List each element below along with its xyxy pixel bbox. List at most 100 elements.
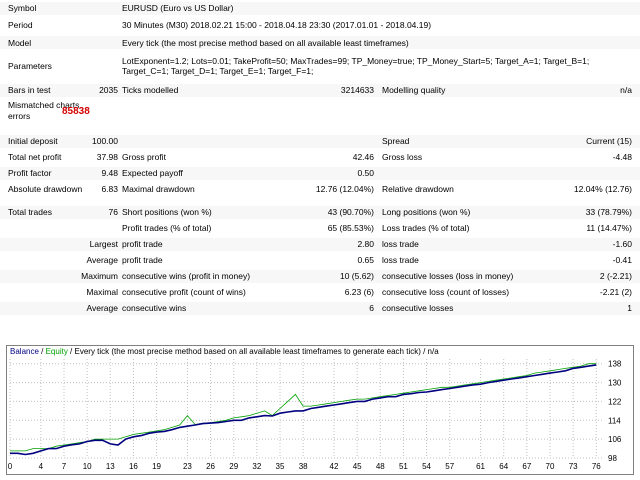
y-tick-label: 114 xyxy=(608,416,621,425)
expected-payoff-value: 0.50 xyxy=(357,168,374,178)
legend-equity: Equity xyxy=(46,347,68,356)
max-cons-losses-label: consecutive losses (loss in money) xyxy=(382,271,514,281)
long-positions-label: Long positions (won %) xyxy=(382,207,471,217)
abs-drawdown-label: Absolute drawdown xyxy=(8,184,83,194)
row-band xyxy=(0,84,640,97)
x-tick-label: 51 xyxy=(399,462,408,471)
period-label: Period xyxy=(8,20,33,30)
max-drawdown-label: Maximal drawdown xyxy=(122,184,195,194)
x-tick-label: 73 xyxy=(569,462,578,471)
y-tick-label: 130 xyxy=(608,379,622,388)
gross-loss-label: Gross loss xyxy=(382,152,423,162)
avg-profit-value: 0.65 xyxy=(357,255,374,265)
net-profit-value: 37.98 xyxy=(96,152,118,162)
average-label: Average xyxy=(86,255,118,265)
bars-value: 2035 xyxy=(99,85,118,95)
chart-ticks: 0 4 7 10 13 16 19 23 26 29 32 35 38 42 45 48 51 54 57 61 64 6… xyxy=(8,360,622,471)
avg-cons-wins-value: 6 xyxy=(369,303,374,313)
rel-drawdown-value: 12.04% (12.76) xyxy=(573,184,632,194)
bars-label: Bars in test xyxy=(8,85,51,95)
maximal-label: Maximal xyxy=(86,287,118,297)
ticks-label: Ticks modelled xyxy=(122,85,179,95)
row-band xyxy=(0,167,640,180)
y-tick-label: 122 xyxy=(608,397,622,406)
x-tick-label: 26 xyxy=(206,462,215,471)
avg-cons-losses-value: 1 xyxy=(627,303,632,313)
x-tick-label: 67 xyxy=(522,462,531,471)
x-tick-label: 23 xyxy=(183,462,192,471)
max-cons-wins-value: 10 (5.62) xyxy=(339,271,374,281)
x-tick-label: 76 xyxy=(592,462,601,471)
x-tick-label: 0 xyxy=(8,462,13,471)
maximal-cons-loss-label: consecutive loss (count of losses) xyxy=(382,287,510,297)
balance-series-line xyxy=(10,364,597,456)
abs-drawdown-value: 6.83 xyxy=(101,184,118,194)
loss-trades-value: 11 (14.47%) xyxy=(586,223,632,233)
parameters-label: Parameters xyxy=(8,61,52,71)
model-value: Every tick (the most precise method base… xyxy=(122,38,409,48)
parameters-line-1: LotExponent=1.2; Lots=0.01; TakeProfit=5… xyxy=(122,56,590,66)
maximum-label: Maximum xyxy=(81,271,118,281)
largest-label: Largest xyxy=(89,239,118,249)
avg-cons-losses-label: consecutive losses xyxy=(382,303,454,313)
largest-loss-label: loss trade xyxy=(382,239,419,249)
spread-value: Current (15) xyxy=(586,136,632,146)
x-tick-label: 45 xyxy=(353,462,362,471)
period-value: 30 Minutes (M30) 2018.02.21 15:00 - 2018… xyxy=(122,20,432,30)
legend-rest: / Every tick (the most precise method ba… xyxy=(68,347,439,356)
y-tick-label: 98 xyxy=(608,454,617,463)
profit-factor-label: Profit factor xyxy=(8,168,52,178)
quality-value: n/a xyxy=(620,85,632,95)
rel-drawdown-label: Relative drawdown xyxy=(382,184,454,194)
largest-loss-value: -1.60 xyxy=(612,239,632,249)
balance-equity-chart: 0 4 7 10 13 16 19 23 26 29 32 35 38 42 45 48 51 54 57 61 64 6… xyxy=(6,345,634,475)
total-trades-label: Total trades xyxy=(8,207,52,217)
row-band xyxy=(0,135,640,148)
row-band xyxy=(0,36,640,49)
x-tick-label: 7 xyxy=(62,462,67,471)
x-tick-label: 13 xyxy=(106,462,115,471)
mismatch-label: Mismatched charts xyxy=(8,100,80,110)
x-tick-label: 4 xyxy=(39,462,44,471)
chart-legend: Balance / Equity / Every tick (the most … xyxy=(10,347,439,356)
row-band xyxy=(0,270,640,283)
largest-profit-value: 2.80 xyxy=(357,239,374,249)
mismatch-value: 85838 xyxy=(62,106,90,117)
x-tick-label: 10 xyxy=(83,462,92,471)
parameters-line-2: Target_C=1; Target_D=1; Target_E=1; Targ… xyxy=(122,66,314,76)
row-band xyxy=(0,302,640,315)
profit-trades-label: Profit trades (% of total) xyxy=(122,223,212,233)
max-cons-losses-value: 2 (-2.21) xyxy=(599,271,632,281)
model-label: Model xyxy=(8,38,32,48)
symbol-label: Symbol xyxy=(8,3,37,13)
gross-profit-value: 42.46 xyxy=(352,152,374,162)
row-band xyxy=(0,238,640,251)
loss-trades-label: Loss trades (% of total) xyxy=(382,223,470,233)
x-tick-label: 54 xyxy=(422,462,431,471)
y-tick-label: 138 xyxy=(608,360,622,369)
x-tick-label: 42 xyxy=(330,462,339,471)
avg-loss-label: loss trade xyxy=(382,255,419,265)
total-trades-value: 76 xyxy=(108,207,118,217)
quality-label: Modelling quality xyxy=(382,85,446,95)
x-tick-label: 29 xyxy=(229,462,238,471)
max-cons-wins-label: consecutive wins (profit in money) xyxy=(122,271,251,281)
mismatch-label-2: errors xyxy=(8,111,31,121)
x-tick-label: 61 xyxy=(476,462,485,471)
x-tick-label: 16 xyxy=(129,462,138,471)
avg-cons-wins-label: consecutive wins xyxy=(122,303,187,313)
profit-factor-value: 9.48 xyxy=(101,168,118,178)
largest-profit-label: profit trade xyxy=(122,239,163,249)
ticks-value: 3214633 xyxy=(340,85,374,95)
average-2-label: Average xyxy=(86,303,118,313)
maximal-cons-loss-value: -2.21 (2) xyxy=(599,287,632,297)
x-tick-label: 70 xyxy=(546,462,555,471)
y-tick-label: 106 xyxy=(608,435,622,444)
initial-deposit-value: 100.00 xyxy=(92,136,118,146)
x-tick-label: 35 xyxy=(276,462,285,471)
row-band xyxy=(0,206,640,219)
symbol-value: EURUSD (Euro vs US Dollar) xyxy=(122,3,234,13)
x-tick-label: 38 xyxy=(299,462,308,471)
row-band xyxy=(0,2,640,15)
